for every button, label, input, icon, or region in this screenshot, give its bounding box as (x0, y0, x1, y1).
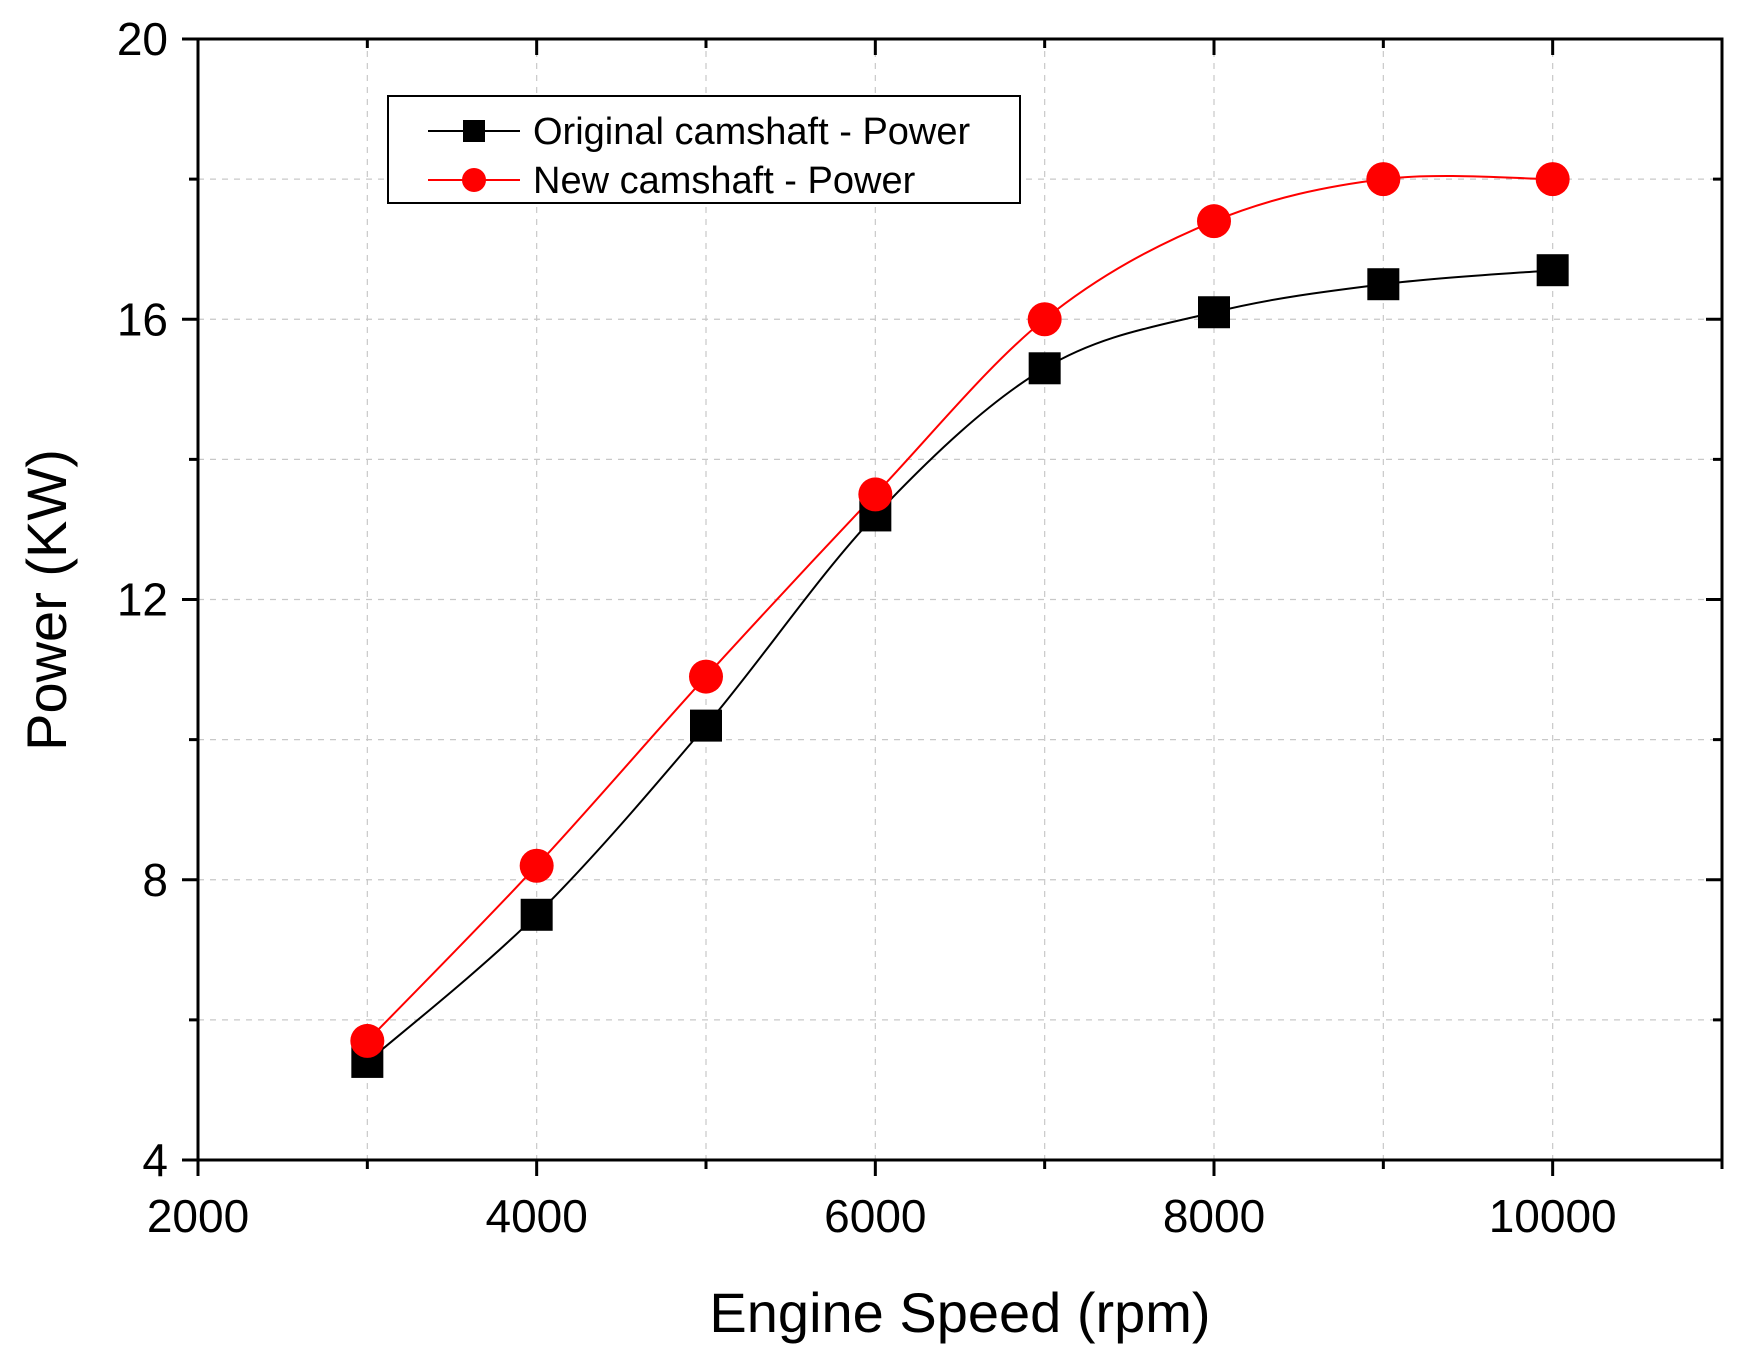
legend-box (387, 95, 1021, 204)
data-point-new (689, 659, 723, 694)
y-axis-title: Power (KW) (15, 449, 78, 751)
data-point-original (1028, 352, 1061, 385)
x-tick-label: 2000 (147, 1190, 249, 1242)
data-point-original (520, 898, 553, 931)
grid-lines (198, 39, 1722, 1160)
data-point-new (519, 848, 554, 883)
legend-label-new: New camshaft - Power (533, 160, 916, 202)
data-point-new (1535, 162, 1570, 197)
legend-label-original: Original camshaft - Power (533, 111, 970, 153)
data-point-original (1536, 254, 1569, 287)
data-point-original (690, 709, 722, 742)
x-tick-label: 6000 (824, 1190, 926, 1242)
data-point-new (350, 1023, 385, 1058)
data-point-new (1027, 302, 1062, 337)
y-tick-label: 20 (117, 13, 168, 65)
legend-marker-new (462, 168, 486, 192)
y-tick-label: 4 (142, 1134, 168, 1186)
series-curves (366, 175, 1553, 1063)
y-tick-label: 12 (117, 574, 168, 626)
y-tick-label: 8 (142, 854, 168, 906)
axis-ticks: 2000 4000 6000 8000 10000 4 8 12 16 20 (117, 13, 1724, 1242)
series-line-1 (366, 175, 1553, 1042)
y-tick-label: 16 (117, 293, 168, 345)
data-point-original (1367, 268, 1400, 301)
x-tick-label: 10000 (1489, 1190, 1617, 1242)
legend: Original camshaft - Power New camshaft -… (387, 95, 1021, 204)
x-tick-label: 4000 (485, 1190, 587, 1242)
data-point-original (1198, 296, 1230, 329)
legend-marker-original (463, 120, 485, 142)
data-point-new (1197, 204, 1231, 239)
x-tick-label: 8000 (1163, 1190, 1265, 1242)
data-point-new (1366, 162, 1401, 197)
series-line-0 (366, 269, 1553, 1063)
data-point-new (858, 477, 893, 512)
series-markers (350, 162, 1570, 1078)
x-axis-title: Engine Speed (rpm) (709, 1281, 1210, 1344)
